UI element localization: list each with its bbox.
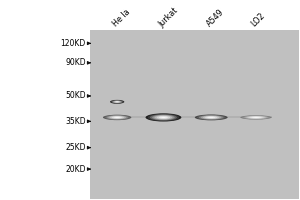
Ellipse shape bbox=[157, 116, 170, 119]
Ellipse shape bbox=[105, 115, 130, 120]
Ellipse shape bbox=[114, 101, 121, 103]
Ellipse shape bbox=[116, 117, 119, 118]
Ellipse shape bbox=[201, 116, 221, 119]
Ellipse shape bbox=[146, 113, 182, 122]
Text: He la: He la bbox=[111, 8, 132, 29]
Ellipse shape bbox=[250, 117, 262, 118]
Ellipse shape bbox=[108, 116, 126, 119]
Text: 20KD: 20KD bbox=[65, 165, 86, 174]
Ellipse shape bbox=[148, 114, 179, 121]
Bar bbox=[103, 116, 272, 118]
Text: LO2: LO2 bbox=[250, 11, 267, 29]
Ellipse shape bbox=[112, 116, 122, 118]
Ellipse shape bbox=[203, 116, 219, 119]
Ellipse shape bbox=[115, 101, 119, 102]
Text: A549: A549 bbox=[205, 8, 226, 29]
Ellipse shape bbox=[150, 114, 177, 120]
Ellipse shape bbox=[254, 117, 258, 118]
Ellipse shape bbox=[112, 101, 122, 103]
Ellipse shape bbox=[154, 115, 172, 119]
Ellipse shape bbox=[248, 116, 264, 118]
Ellipse shape bbox=[240, 115, 272, 120]
Ellipse shape bbox=[110, 100, 124, 104]
Ellipse shape bbox=[106, 115, 128, 119]
Ellipse shape bbox=[111, 100, 123, 103]
Text: 35KD: 35KD bbox=[65, 117, 86, 126]
Ellipse shape bbox=[195, 114, 228, 120]
Ellipse shape bbox=[244, 116, 268, 119]
Text: 120KD: 120KD bbox=[61, 39, 86, 48]
Text: 25KD: 25KD bbox=[65, 143, 86, 152]
Text: Jurkat: Jurkat bbox=[157, 6, 180, 29]
Ellipse shape bbox=[152, 115, 175, 120]
Ellipse shape bbox=[116, 101, 118, 102]
Text: 90KD: 90KD bbox=[65, 58, 86, 67]
Ellipse shape bbox=[205, 116, 218, 119]
Ellipse shape bbox=[197, 115, 226, 120]
Ellipse shape bbox=[242, 116, 270, 119]
Text: 50KD: 50KD bbox=[65, 91, 86, 100]
Ellipse shape bbox=[252, 117, 260, 118]
Ellipse shape bbox=[246, 116, 266, 119]
Ellipse shape bbox=[207, 117, 215, 118]
Ellipse shape bbox=[110, 116, 124, 119]
Ellipse shape bbox=[103, 115, 131, 120]
Ellipse shape bbox=[209, 117, 213, 118]
Ellipse shape bbox=[199, 115, 224, 120]
Bar bbox=[90, 30, 299, 199]
Ellipse shape bbox=[114, 117, 121, 118]
Ellipse shape bbox=[161, 117, 166, 118]
Ellipse shape bbox=[159, 116, 168, 118]
